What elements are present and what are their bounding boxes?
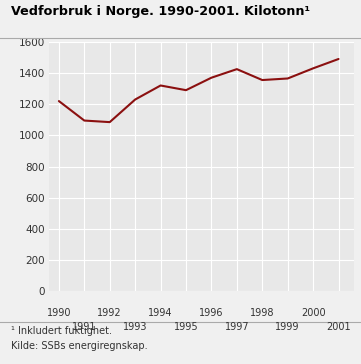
Text: 2000: 2000 <box>301 308 325 317</box>
Text: 2001: 2001 <box>326 322 351 332</box>
Text: 1994: 1994 <box>148 308 173 317</box>
Text: 1992: 1992 <box>97 308 122 317</box>
Text: 1995: 1995 <box>174 322 198 332</box>
Text: 1999: 1999 <box>275 322 300 332</box>
Text: 1996: 1996 <box>199 308 224 317</box>
Text: 1998: 1998 <box>250 308 274 317</box>
Text: Kilde: SSBs energiregnskap.: Kilde: SSBs energiregnskap. <box>11 341 147 351</box>
Text: 1993: 1993 <box>123 322 147 332</box>
Text: 1990: 1990 <box>47 308 71 317</box>
Text: ¹ Inkludert fuktighet.: ¹ Inkludert fuktighet. <box>11 326 112 336</box>
Text: 1991: 1991 <box>72 322 97 332</box>
Text: 1997: 1997 <box>225 322 249 332</box>
Text: Vedforbruk i Norge. 1990-2001. Kilotonn¹: Vedforbruk i Norge. 1990-2001. Kilotonn¹ <box>11 5 310 19</box>
